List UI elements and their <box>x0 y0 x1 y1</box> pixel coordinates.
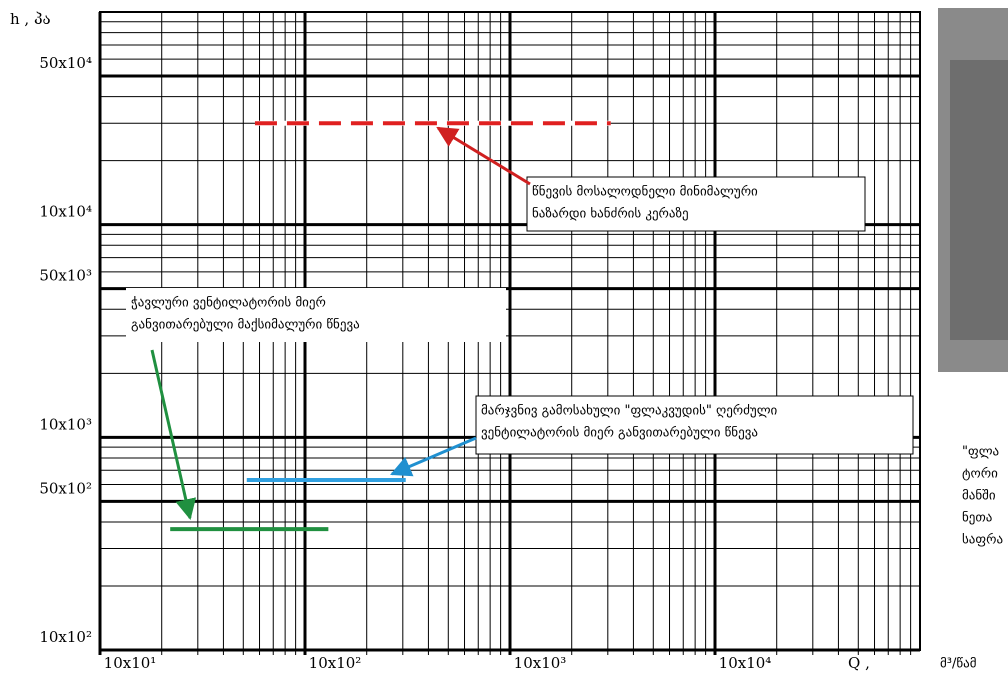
side-text: საფრა <box>962 533 1003 548</box>
side-text: მანში <box>962 489 996 504</box>
annotation-text: ჭავლური ვენტილატორის მიერ <box>131 296 326 311</box>
annotation-arrow <box>152 350 190 518</box>
side-text: ნეთა <box>962 511 992 526</box>
annotation-text: ნაზარდი ხანძრის კერაზე <box>532 207 689 222</box>
x-tick-label: 10x10⁴ <box>719 654 772 672</box>
photo-detail <box>950 60 1008 340</box>
annotation-text: წნევის მოსალოდნელი მინიმალური <box>532 185 758 200</box>
side-text: ტორი <box>962 467 998 482</box>
x-axis-unit: მ³/წამ <box>940 657 977 672</box>
chart: h , პა Q , მ³/წამ 10x10¹ 10x10² 10x10³ 10x1… <box>0 0 1008 677</box>
x-tick-label: 10x10¹ <box>104 654 157 672</box>
y-tick-label: 10x10² <box>39 628 92 646</box>
y-tick-label: 10x10³ <box>39 415 92 433</box>
annotation-arrow <box>392 438 476 474</box>
y-tick-label: 50x10⁴ <box>39 54 92 72</box>
side-text: "ფლა <box>962 445 999 460</box>
y-tick-label: 10x10⁴ <box>39 203 92 221</box>
x-tick-label: 10x10² <box>309 654 362 672</box>
y-axis-label: h , პა <box>10 10 51 28</box>
y-tick-label: 50x10³ <box>39 267 92 285</box>
annotation-arrow <box>438 128 530 184</box>
annotation-text: მარჯვნივ გამოსახული "ფლაკვუდის" ღერძული <box>481 404 778 419</box>
annotation-text: განვითარებული მაქსიმალური წნევა <box>131 318 360 333</box>
y-tick-label: 50x10² <box>39 479 92 497</box>
x-axis-label: Q , <box>848 654 870 672</box>
annotation-text: ვენტილატორის მიერ განვითარებული წნევა <box>481 426 758 441</box>
x-tick-label: 10x10³ <box>514 654 567 672</box>
